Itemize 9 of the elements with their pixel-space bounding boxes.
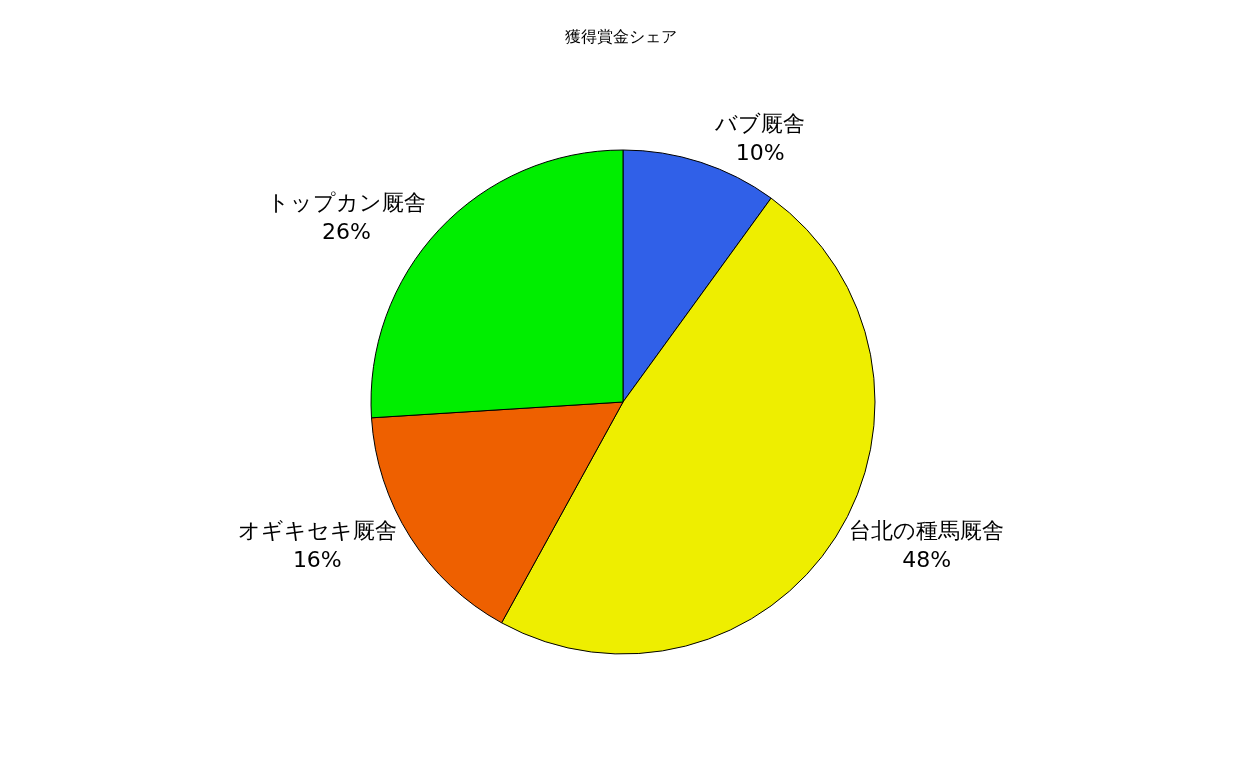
- data-label: 26%: [321, 218, 371, 244]
- data-label: 10%: [735, 139, 785, 165]
- data-label: 16%: [292, 546, 342, 572]
- slice-label: トップカン厩舎: [266, 190, 426, 216]
- slice-label: バブ厩舎: [714, 111, 806, 137]
- slice-label: オギキセキ厩舎: [237, 517, 397, 543]
- chart-title: 獲得賞金シェア: [565, 26, 677, 46]
- data-label: 48%: [902, 546, 952, 572]
- slice-label: 台北の種馬厩舎: [849, 517, 1005, 543]
